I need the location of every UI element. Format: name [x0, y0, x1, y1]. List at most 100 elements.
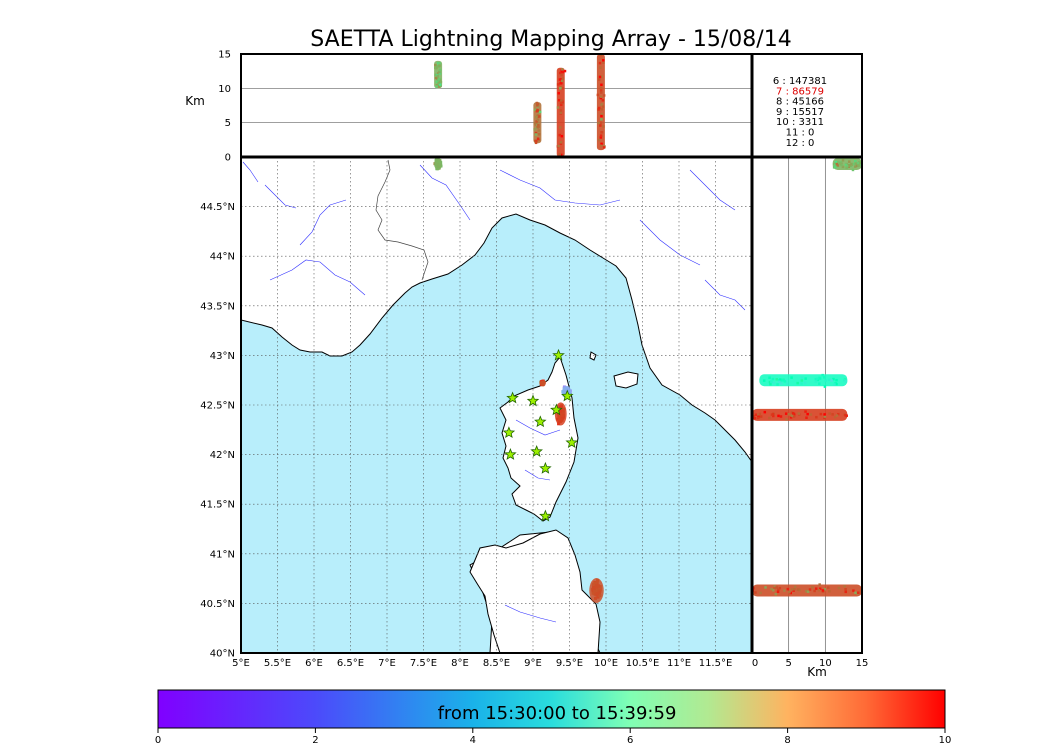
- top-source-point: [560, 134, 564, 138]
- top-source-point: [537, 125, 540, 129]
- right-source-point: [769, 382, 772, 386]
- right-source-point: [847, 160, 851, 163]
- top-source-point: [538, 115, 541, 118]
- top-source-point: [533, 122, 537, 125]
- map-source-cluster: [539, 379, 546, 387]
- top-source-column: [556, 67, 567, 157]
- top-panel-y-tick-label: 0: [225, 153, 231, 164]
- station-star-icon: [534, 415, 547, 428]
- top-source-point: [600, 142, 603, 146]
- capraia-island: [589, 351, 597, 361]
- top-source-point: [437, 72, 440, 75]
- top-source-column: [434, 60, 443, 89]
- top-source-point: [534, 131, 538, 135]
- right-source-point: [791, 414, 794, 418]
- right-source-point: [817, 589, 821, 592]
- station-count-entry: 9 : 15517: [776, 107, 824, 118]
- colorbar-tick-label: 10: [939, 735, 952, 746]
- right-source-point: [821, 373, 824, 377]
- top-source-point: [559, 109, 563, 112]
- top-source-point: [598, 78, 601, 81]
- right-source-point: [768, 380, 772, 384]
- station-star-icon: [526, 394, 540, 407]
- right-source-point: [779, 415, 783, 418]
- right-source-point: [784, 412, 788, 415]
- top-source-point: [600, 103, 603, 107]
- top-source-point: [602, 125, 605, 128]
- right-source-point: [770, 413, 774, 416]
- right-source-point: [845, 414, 848, 417]
- top-source-point: [559, 141, 563, 144]
- top-source-point: [600, 108, 603, 111]
- right-source-point: [818, 382, 821, 385]
- station-star-icon: [502, 426, 516, 439]
- right-source-point: [823, 587, 827, 591]
- right-source-point: [823, 413, 826, 416]
- latitude-altitude-panel: 0 5 10 15 Km: [752, 157, 869, 679]
- map-x-tick-label: 10°E: [594, 658, 618, 669]
- right-source-point: [789, 416, 793, 419]
- top-source-point: [563, 69, 567, 73]
- right-source-point: [756, 416, 760, 420]
- right-source-point: [840, 163, 843, 167]
- right-source-band: [832, 157, 862, 172]
- map-y-ticks: 40°N 40.5°N 41°N 41.5°N 42°N 42.5°N 43°N 43.5°N…: [200, 202, 235, 659]
- right-source-point: [845, 166, 848, 170]
- top-source-point: [599, 136, 603, 139]
- right-source-point: [763, 410, 767, 414]
- top-source-point: [599, 95, 603, 99]
- top-source-point: [559, 103, 563, 106]
- colorbar-label: from 15:30:00 to 15:39:59: [438, 703, 677, 724]
- right-source-point: [772, 412, 775, 416]
- right-source-point: [834, 160, 838, 164]
- top-source-point: [598, 75, 602, 79]
- right-source-point: [823, 416, 826, 420]
- right-source-point: [759, 415, 763, 418]
- right-source-point: [779, 382, 783, 385]
- colorbar-tick-label: 8: [784, 735, 790, 746]
- right-source-point: [804, 381, 807, 385]
- right-source-point: [773, 585, 777, 588]
- top-source-point: [535, 121, 538, 124]
- top-source-point: [561, 70, 565, 74]
- right-source-point: [833, 383, 836, 386]
- top-source-point: [536, 137, 540, 141]
- top-source-point: [560, 99, 563, 102]
- france-italy-border: [375, 159, 429, 281]
- top-source-point: [534, 123, 538, 127]
- top-source-point: [602, 59, 605, 62]
- right-panel-x-ticks: 0 5 10 15: [752, 658, 869, 669]
- top-source-point: [537, 132, 541, 136]
- right-source-point: [772, 588, 775, 592]
- map-source-core: [434, 157, 443, 171]
- right-source-point: [838, 162, 842, 165]
- top-source-point: [536, 118, 540, 122]
- right-source-point: [793, 585, 797, 588]
- right-source-point: [837, 586, 841, 590]
- right-source-point: [814, 380, 818, 383]
- top-source-point: [597, 106, 601, 110]
- map-x-tick-label: 5°E: [232, 658, 250, 669]
- right-source-point: [827, 586, 830, 589]
- top-source-point: [597, 108, 600, 111]
- right-source-point: [762, 379, 766, 382]
- top-source-point: [438, 72, 442, 75]
- top-source-point: [602, 146, 606, 149]
- map-y-tick-label: 42.5°N: [200, 401, 235, 412]
- right-source-point: [770, 380, 773, 383]
- map-x-tick-label: 10.5°E: [626, 658, 660, 669]
- map-source-cluster: [433, 157, 443, 171]
- top-source-point: [558, 152, 562, 156]
- right-source-point: [841, 165, 845, 169]
- lma-stations: [502, 348, 578, 522]
- right-source-band: [759, 373, 848, 388]
- top-source-point: [537, 129, 541, 132]
- map-x-ticks: 5°E 5.5°E 6°E 6.5°E 7°E 7.5°E 8°E 8.5°E 9°E 9.5°E…: [232, 658, 732, 669]
- top-source-point: [602, 94, 606, 97]
- right-source-point: [844, 590, 848, 594]
- right-source-point: [832, 377, 835, 381]
- top-source-point: [557, 144, 560, 148]
- right-source-point: [788, 590, 791, 594]
